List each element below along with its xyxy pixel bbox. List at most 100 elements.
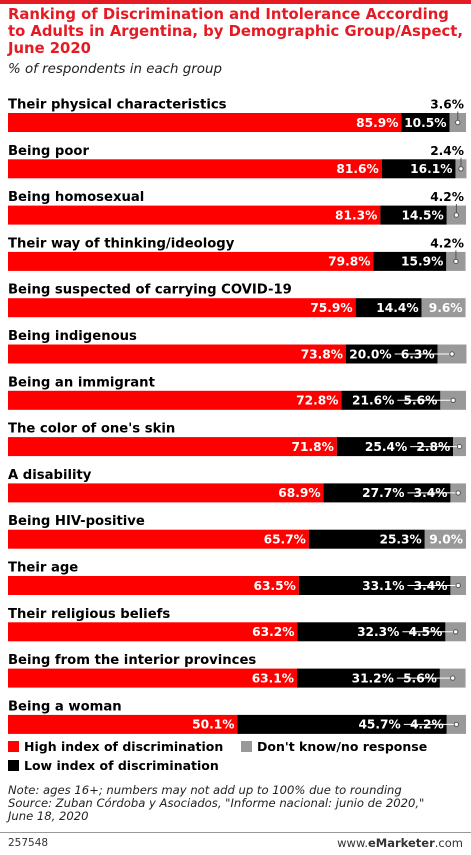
label-leader-dot — [456, 443, 463, 450]
chart-subtitle: % of respondents in each group — [8, 62, 222, 77]
bar-high — [8, 622, 298, 642]
bar-low — [373, 251, 447, 271]
label-leader-dot — [455, 582, 461, 589]
label-leader-dot — [453, 258, 459, 265]
value-label-dontknow: 3.6% — [430, 98, 464, 112]
value-label-dontknow: 9.6% — [429, 301, 463, 315]
value-label-high: 50.1% — [192, 718, 234, 732]
footer-rule — [0, 832, 471, 833]
category-label: Being homosexual — [8, 190, 144, 205]
category-label: Being from the interior provinces — [8, 653, 256, 668]
value-label-high: 75.9% — [310, 301, 352, 315]
category-label: Being suspected of carrying COVID-19 — [8, 283, 292, 298]
category-label: Being HIV-positive — [8, 514, 145, 529]
value-label-low: 20.0% — [349, 347, 391, 361]
value-label-high: 63.2% — [252, 625, 294, 639]
category-label: Being indigenous — [8, 329, 137, 344]
value-label-high: 81.3% — [335, 208, 377, 222]
label-leader-dot — [450, 675, 456, 681]
bar-low — [380, 205, 447, 225]
bar-low — [323, 483, 451, 503]
source-line: Source: Zuban Córdoba y Asociados, "Info… — [8, 796, 425, 810]
value-label-low: 14.5% — [401, 208, 443, 222]
category-label: Being poor — [8, 144, 89, 159]
value-label-dontknow: 4.2% — [410, 718, 444, 732]
bar-high — [8, 529, 309, 549]
value-label-dontknow: 4.2% — [430, 190, 464, 204]
chart-notes: Note: ages 16+; numbers may not add up t… — [8, 784, 468, 823]
value-label-high: 71.8% — [292, 440, 334, 454]
bar-low — [341, 390, 441, 410]
value-label-low: 10.5% — [404, 116, 446, 130]
category-label: Their religious beliefs — [8, 607, 170, 622]
legend-item-high: High index of discrimination — [8, 739, 223, 754]
bar-high — [8, 205, 381, 225]
value-label-dontknow: 3.4% — [414, 486, 448, 500]
value-label-low: 25.3% — [379, 533, 421, 547]
bar-low — [296, 668, 440, 688]
value-label-dontknow: 5.6% — [404, 394, 438, 408]
bar-dontknow — [421, 298, 466, 318]
bar-high — [8, 159, 382, 179]
value-label-dontknow: 4.5% — [409, 625, 443, 639]
bar-high — [8, 576, 299, 595]
category-label: Their way of thinking/ideology — [8, 236, 235, 251]
bar-high — [8, 390, 342, 410]
brand-suffix: .com — [434, 836, 463, 850]
category-label: A disability — [8, 468, 92, 483]
value-label-dontknow: 9.0% — [429, 533, 463, 547]
label-leader-dot — [453, 212, 460, 218]
bar-low — [308, 529, 425, 549]
label-leader-dot — [449, 351, 455, 357]
value-label-low: 14.4% — [376, 301, 418, 315]
bar-high — [8, 113, 402, 132]
value-label-low: 21.6% — [352, 394, 394, 408]
value-label-low: 31.2% — [352, 671, 394, 685]
value-label-high: 63.1% — [252, 671, 294, 685]
chart-id: 257548 — [8, 837, 49, 849]
value-label-high: 73.8% — [301, 347, 343, 361]
value-label-dontknow: 5.6% — [403, 671, 437, 685]
legend-item-low: Low index of discrimination — [8, 758, 219, 773]
label-leader-dot — [455, 490, 461, 496]
source-date-line: June 18, 2020 — [8, 809, 89, 823]
value-label-dontknow: 2.8% — [416, 440, 450, 454]
value-label-low: 32.3% — [357, 625, 399, 639]
label-leader-dot — [450, 397, 456, 403]
category-label: The color of one's skin — [8, 422, 175, 437]
legend-label-high: High index of discrimination — [24, 739, 224, 754]
value-label-high: 63.5% — [254, 579, 296, 593]
bar-low — [297, 622, 446, 642]
legend-item-dontknow: Don't know/no response — [241, 739, 427, 754]
legend-swatch-high — [8, 741, 19, 752]
value-label-dontknow: 4.2% — [430, 236, 464, 250]
value-label-high: 85.9% — [356, 116, 398, 130]
category-label: Their physical characteristics — [8, 98, 227, 113]
bar-low — [336, 437, 454, 457]
category-label: Being an immigrant — [8, 375, 155, 390]
label-leader-dot — [458, 166, 464, 172]
bar-high — [8, 714, 238, 734]
note-line: Note: ages 16+; numbers may not add up t… — [8, 783, 402, 797]
legend: High index of discrimination Don't know/… — [8, 739, 468, 775]
label-leader-dot — [455, 119, 461, 126]
brand-footer: www.eMarketer.com — [337, 836, 463, 850]
legend-swatch-low — [8, 760, 19, 771]
category-label: Being a woman — [8, 699, 122, 714]
bar-high — [8, 298, 356, 318]
top-accent-rule — [0, 0, 471, 4]
value-label-high: 68.9% — [278, 486, 320, 500]
label-leader-dot — [453, 721, 460, 728]
value-label-low: 25.4% — [365, 440, 407, 454]
bar-dontknow — [424, 529, 466, 549]
bar-low — [381, 159, 456, 179]
value-label-dontknow: 3.4% — [414, 579, 448, 593]
value-label-dontknow: 6.3% — [401, 347, 435, 361]
value-label-high: 81.6% — [336, 162, 378, 176]
legend-label-dontknow: Don't know/no response — [257, 739, 428, 754]
category-label: Their age — [8, 561, 78, 576]
legend-label-low: Low index of discrimination — [24, 758, 219, 773]
value-label-low: 15.9% — [401, 255, 443, 269]
chart-title: Ranking of Discrimination and Intoleranc… — [8, 6, 463, 57]
